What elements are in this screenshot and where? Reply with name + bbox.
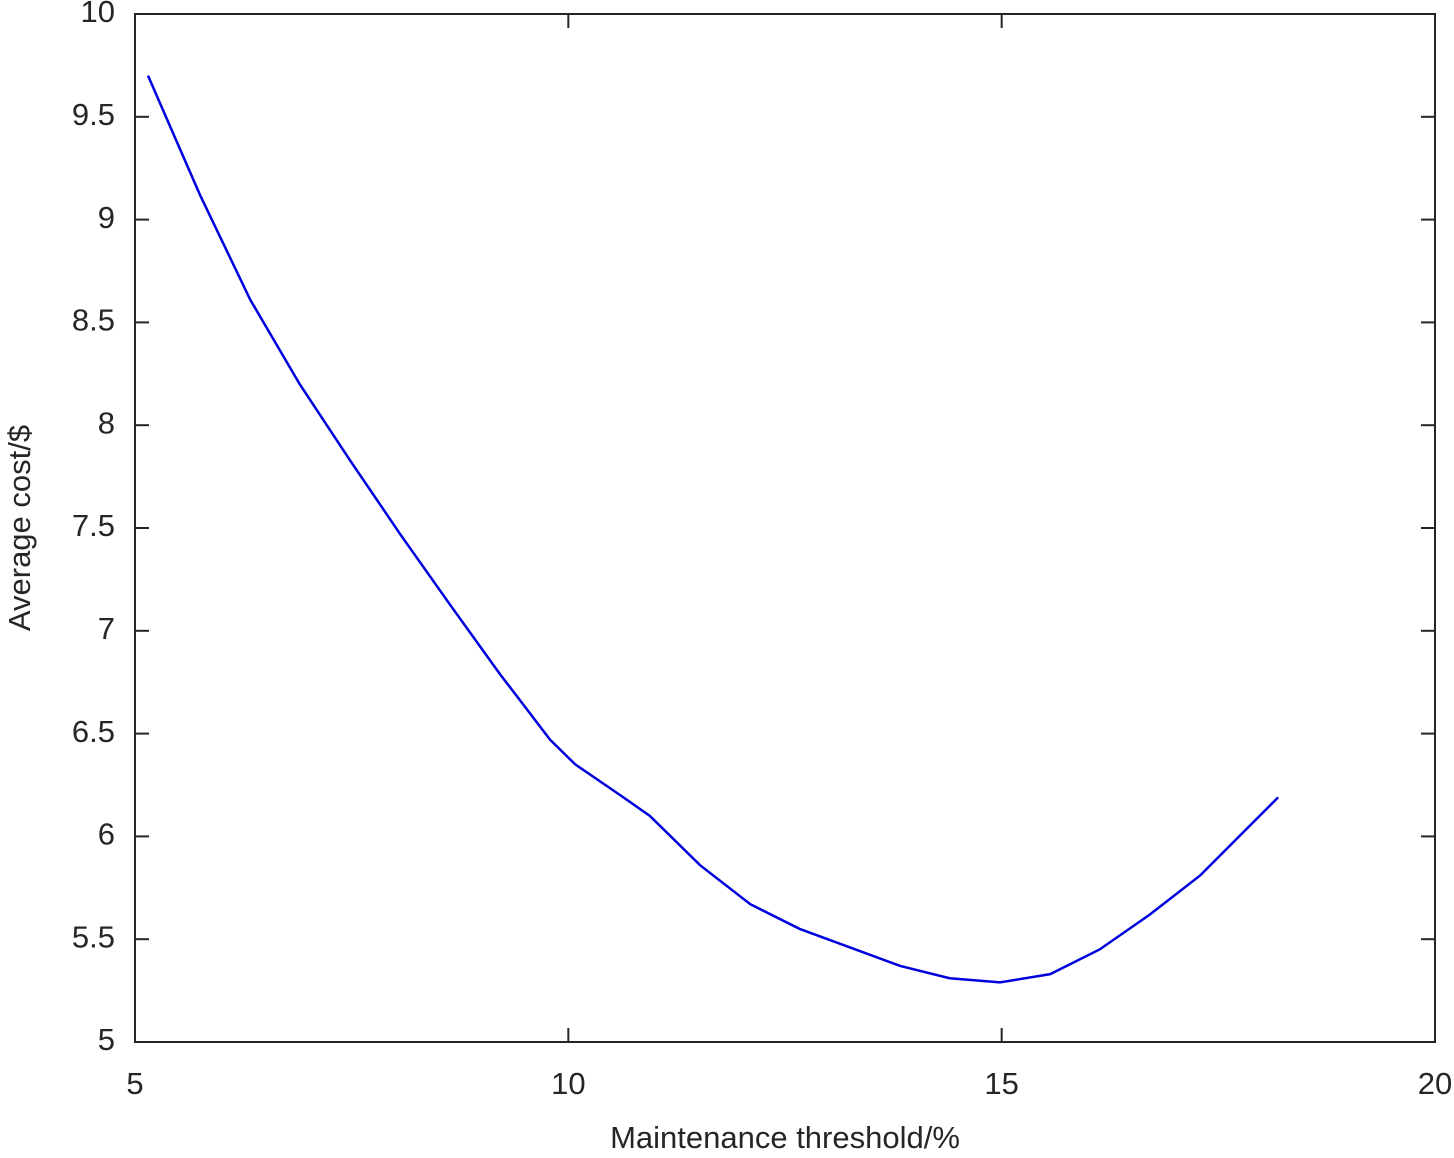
y-axis-label: Average cost/$ <box>2 425 37 631</box>
x-tick-label: 10 <box>551 1066 585 1101</box>
y-tick-label: 5 <box>98 1022 115 1057</box>
x-tick-label: 20 <box>1418 1066 1452 1101</box>
y-tick-label: 9.5 <box>72 97 115 132</box>
y-tick-label: 10 <box>81 0 115 29</box>
x-axis-label: Maintenance threshold/% <box>610 1120 960 1155</box>
y-tick-label: 7 <box>98 611 115 646</box>
y-tick-label: 7.5 <box>72 508 115 543</box>
y-tick-label: 8.5 <box>72 303 115 338</box>
x-tick-label: 15 <box>984 1066 1018 1101</box>
y-tick-label: 5.5 <box>72 919 115 954</box>
y-tick-label: 9 <box>98 200 115 235</box>
y-tick-label: 6.5 <box>72 714 115 749</box>
plot-frame <box>134 13 1436 1043</box>
y-tick-label: 8 <box>98 405 115 440</box>
x-tick-label: 5 <box>126 1066 143 1101</box>
data-line <box>146 75 1280 984</box>
y-tick-label: 6 <box>98 817 115 852</box>
